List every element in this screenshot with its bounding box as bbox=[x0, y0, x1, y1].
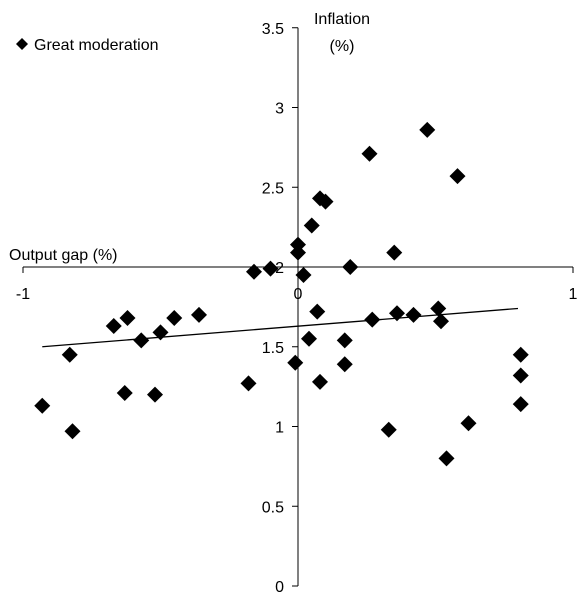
data-point bbox=[317, 193, 334, 210]
data-point bbox=[166, 310, 183, 327]
data-point bbox=[336, 332, 353, 349]
data-point bbox=[64, 423, 81, 440]
data-point bbox=[301, 330, 317, 347]
data-point bbox=[512, 396, 529, 413]
data-point bbox=[336, 356, 353, 373]
data-point bbox=[147, 386, 163, 403]
data-point bbox=[386, 244, 403, 261]
y-tick-label: 2.5 bbox=[262, 180, 284, 197]
labels-group: Output gap (%) Inflation (%) Great moder… bbox=[9, 11, 370, 264]
y-tick-label: 3 bbox=[275, 101, 284, 118]
data-point bbox=[309, 303, 326, 320]
data-point bbox=[105, 318, 122, 335]
data-point bbox=[116, 385, 133, 402]
points-group bbox=[34, 121, 529, 467]
x-tick-label: -1 bbox=[16, 286, 30, 303]
data-point bbox=[246, 263, 262, 280]
x-tick-label: 1 bbox=[569, 286, 577, 303]
legend-marker-diamond bbox=[16, 38, 28, 50]
data-point bbox=[303, 217, 320, 234]
data-point bbox=[287, 354, 304, 371]
legend-label: Great moderation bbox=[34, 37, 159, 54]
data-point bbox=[290, 244, 306, 261]
data-point bbox=[262, 260, 279, 277]
x-axis-label: Output gap (%) bbox=[9, 247, 118, 264]
data-point bbox=[342, 259, 359, 275]
y-axis-label-line1: Inflation bbox=[314, 11, 370, 28]
data-point bbox=[430, 300, 447, 317]
data-point bbox=[191, 306, 207, 323]
data-point bbox=[364, 311, 381, 328]
data-point bbox=[240, 375, 257, 392]
x-tick-label: 0 bbox=[294, 286, 303, 303]
y-tick-label: 0.5 bbox=[262, 499, 284, 516]
data-point bbox=[449, 168, 466, 185]
y-tick-label: 1.5 bbox=[262, 340, 284, 357]
legend: Great moderation bbox=[16, 37, 159, 54]
data-point bbox=[361, 145, 378, 162]
data-point bbox=[380, 421, 397, 438]
data-point bbox=[512, 367, 529, 384]
data-point bbox=[133, 332, 150, 349]
data-point bbox=[152, 324, 169, 341]
data-point bbox=[295, 266, 312, 283]
data-point bbox=[312, 373, 328, 390]
data-point bbox=[460, 415, 477, 432]
data-point bbox=[119, 310, 136, 327]
y-tick-label: 3.5 bbox=[262, 21, 284, 38]
data-point bbox=[438, 450, 455, 467]
data-point bbox=[419, 121, 436, 138]
y-tick-label: 2 bbox=[275, 260, 284, 277]
data-point bbox=[433, 313, 449, 330]
axes: 0 0.5 1 1.5 2 2.5 3 3.5 -1 0 1 bbox=[16, 21, 577, 593]
data-point bbox=[512, 346, 529, 363]
y-axis-label-line2: (%) bbox=[330, 38, 355, 55]
y-tick-label: 1 bbox=[275, 420, 284, 437]
data-point bbox=[34, 397, 51, 414]
y-tick-label: 0 bbox=[275, 579, 284, 593]
data-point bbox=[61, 346, 78, 363]
data-point bbox=[405, 306, 422, 323]
data-point bbox=[389, 305, 405, 322]
